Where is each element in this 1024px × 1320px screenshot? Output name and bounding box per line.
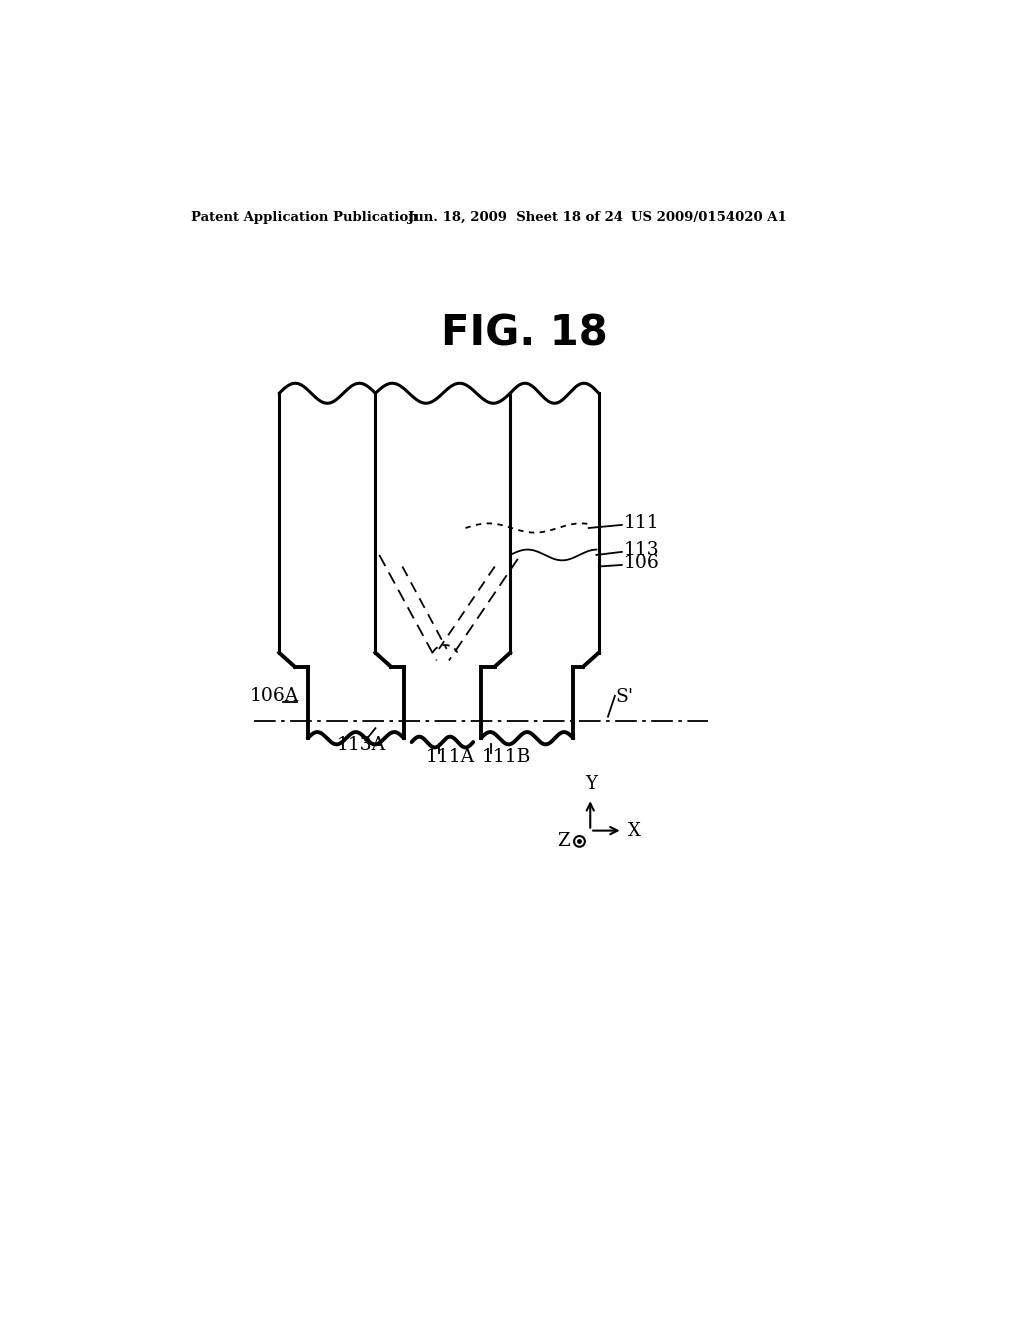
Text: 111B: 111B	[481, 748, 531, 767]
Text: S': S'	[615, 689, 634, 706]
Text: X: X	[628, 821, 641, 840]
Text: FIG. 18: FIG. 18	[441, 313, 608, 354]
Text: Z: Z	[558, 833, 570, 850]
Text: Y: Y	[585, 775, 597, 793]
Text: 111A: 111A	[425, 748, 474, 767]
Text: 106A: 106A	[250, 686, 299, 705]
Text: 113A: 113A	[337, 737, 386, 754]
Text: Jun. 18, 2009  Sheet 18 of 24: Jun. 18, 2009 Sheet 18 of 24	[408, 211, 623, 224]
Text: 113: 113	[624, 541, 659, 560]
Text: Patent Application Publication: Patent Application Publication	[190, 211, 418, 224]
Text: 111: 111	[624, 515, 659, 532]
Text: 106: 106	[624, 554, 659, 573]
Text: US 2009/0154020 A1: US 2009/0154020 A1	[631, 211, 786, 224]
